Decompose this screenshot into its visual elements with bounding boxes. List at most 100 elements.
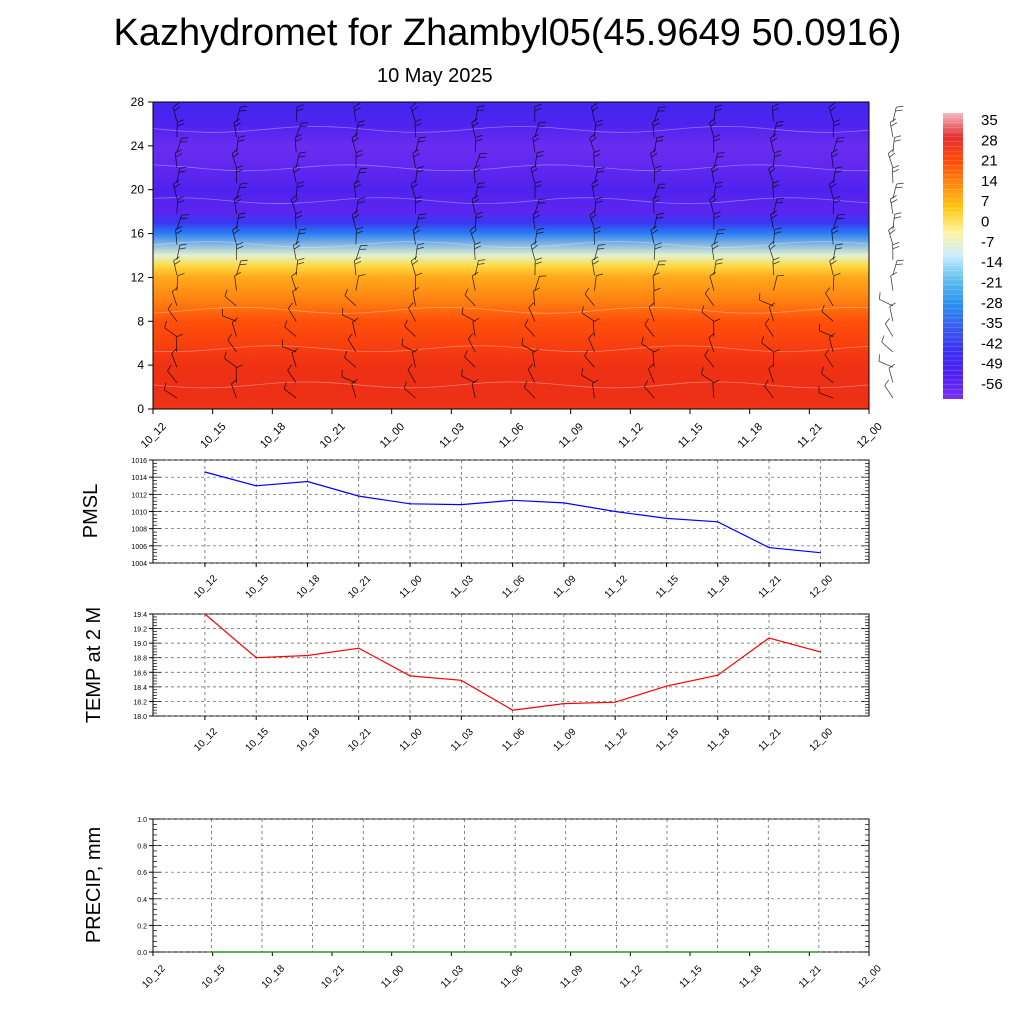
wind-barb [461,369,476,384]
y-tick-label: 19.4 [133,612,147,619]
wind-barb [773,227,782,245]
wind-barb [653,212,664,230]
wind-barb [892,165,900,184]
y-tick-label: 1006 [131,544,147,551]
wind-barb [713,258,723,276]
wind-barb [341,369,357,384]
wind-barb [892,105,904,122]
y-tick-label: 18.0 [133,714,147,721]
y-tick-label: 28 [131,95,145,109]
wind-barb [355,226,364,245]
wind-barb [832,166,843,184]
x-tick-label: 10_18 [295,573,323,601]
wind-barb [176,166,187,184]
wind-barb [581,368,595,384]
wind-barb [414,118,422,138]
x-tick-label: 11_12 [618,963,645,990]
wind-barb [172,179,181,199]
wind-barb [653,260,667,276]
wind-barb [344,289,357,307]
wind-barb [355,244,368,261]
wind-barb [523,380,536,399]
x-tick-label: 11_06 [500,726,527,753]
wind-barb [589,133,597,153]
wind-barb [532,133,540,153]
wind-barb [592,379,599,399]
data-point [614,701,616,703]
wind-barb [711,241,719,260]
colorbar-ramp [943,113,963,399]
y-tick-label: 18.6 [133,670,147,677]
wind-barb [890,195,898,214]
y-tick-label: 1008 [131,527,147,534]
x-tick-label: 11_06 [499,963,526,990]
x-tick-label: 11_15 [654,726,681,753]
x-tick-label: 11_12 [603,726,630,753]
x-tick-label: 11_12 [603,573,630,600]
data-point [255,485,257,487]
wind-barb [351,210,360,230]
wind-barb [593,149,601,168]
x-tick-label: 10_21 [346,573,374,601]
x-tick-label: 11_18 [705,726,732,753]
data-point [255,657,257,659]
wind-barb [295,211,303,230]
wind-barb [648,363,655,383]
wind-barb [471,379,479,399]
y-tick-label: 0.0 [137,950,147,957]
wind-barb [235,364,243,383]
data-point [204,613,206,615]
data-point [565,951,567,953]
y-tick-label: 18.2 [133,699,147,706]
x-tick-label: 11_21 [757,573,784,600]
isotherm-line [152,164,869,172]
wind-barb [534,180,542,199]
colorbar-label: -14 [981,254,1003,271]
isotherm-line [152,306,870,314]
y-tick-label: 0.2 [137,923,147,930]
colorbar-label: 21 [981,153,998,170]
colorbar-label: 7 [981,193,989,210]
wind-barb [532,348,539,368]
wind-barb [832,119,841,138]
x-tick-label: 11_03 [437,421,467,451]
wind-barb [761,335,774,353]
x-tick-label: 10_21 [319,963,347,991]
wind-barb [234,272,241,291]
wind-barb [652,118,660,138]
data-point [717,951,719,953]
wind-barb [773,150,782,168]
wind-barb [164,320,178,337]
x-tick-label: 10_18 [260,963,288,991]
wind-barb [174,149,183,168]
wind-barb [352,317,359,337]
data-point [306,654,309,657]
wind-barb [231,317,238,337]
x-tick-label: 10_15 [200,963,228,991]
wind-barb [888,363,895,383]
wind-barb [653,183,666,199]
wind-barb [355,120,366,138]
wind-barb [173,256,181,276]
wind-barb [351,379,358,399]
wind-barb [355,150,363,168]
colorbar-label: -49 [981,356,1003,373]
wind-barb [764,318,774,337]
wind-barb [295,122,309,138]
wind-barb [713,211,721,230]
wind-barb [889,302,896,322]
data-point [413,951,415,953]
wind-barb [773,120,784,138]
wind-barb [534,121,546,138]
wind-barb [172,102,181,122]
wind-barb [411,348,419,368]
x-tick-label: 11_09 [557,421,587,451]
wind-barb [769,302,776,322]
x-tick-label: 11_18 [737,963,764,990]
wind-barb [236,259,248,276]
chart-title: Kazhydromet for Zhambyl05(45.9649 50.091… [113,12,902,54]
y-tick-label: 1.0 [137,817,147,824]
colorbar-label: 0 [981,214,989,231]
wind-barb [644,318,655,337]
